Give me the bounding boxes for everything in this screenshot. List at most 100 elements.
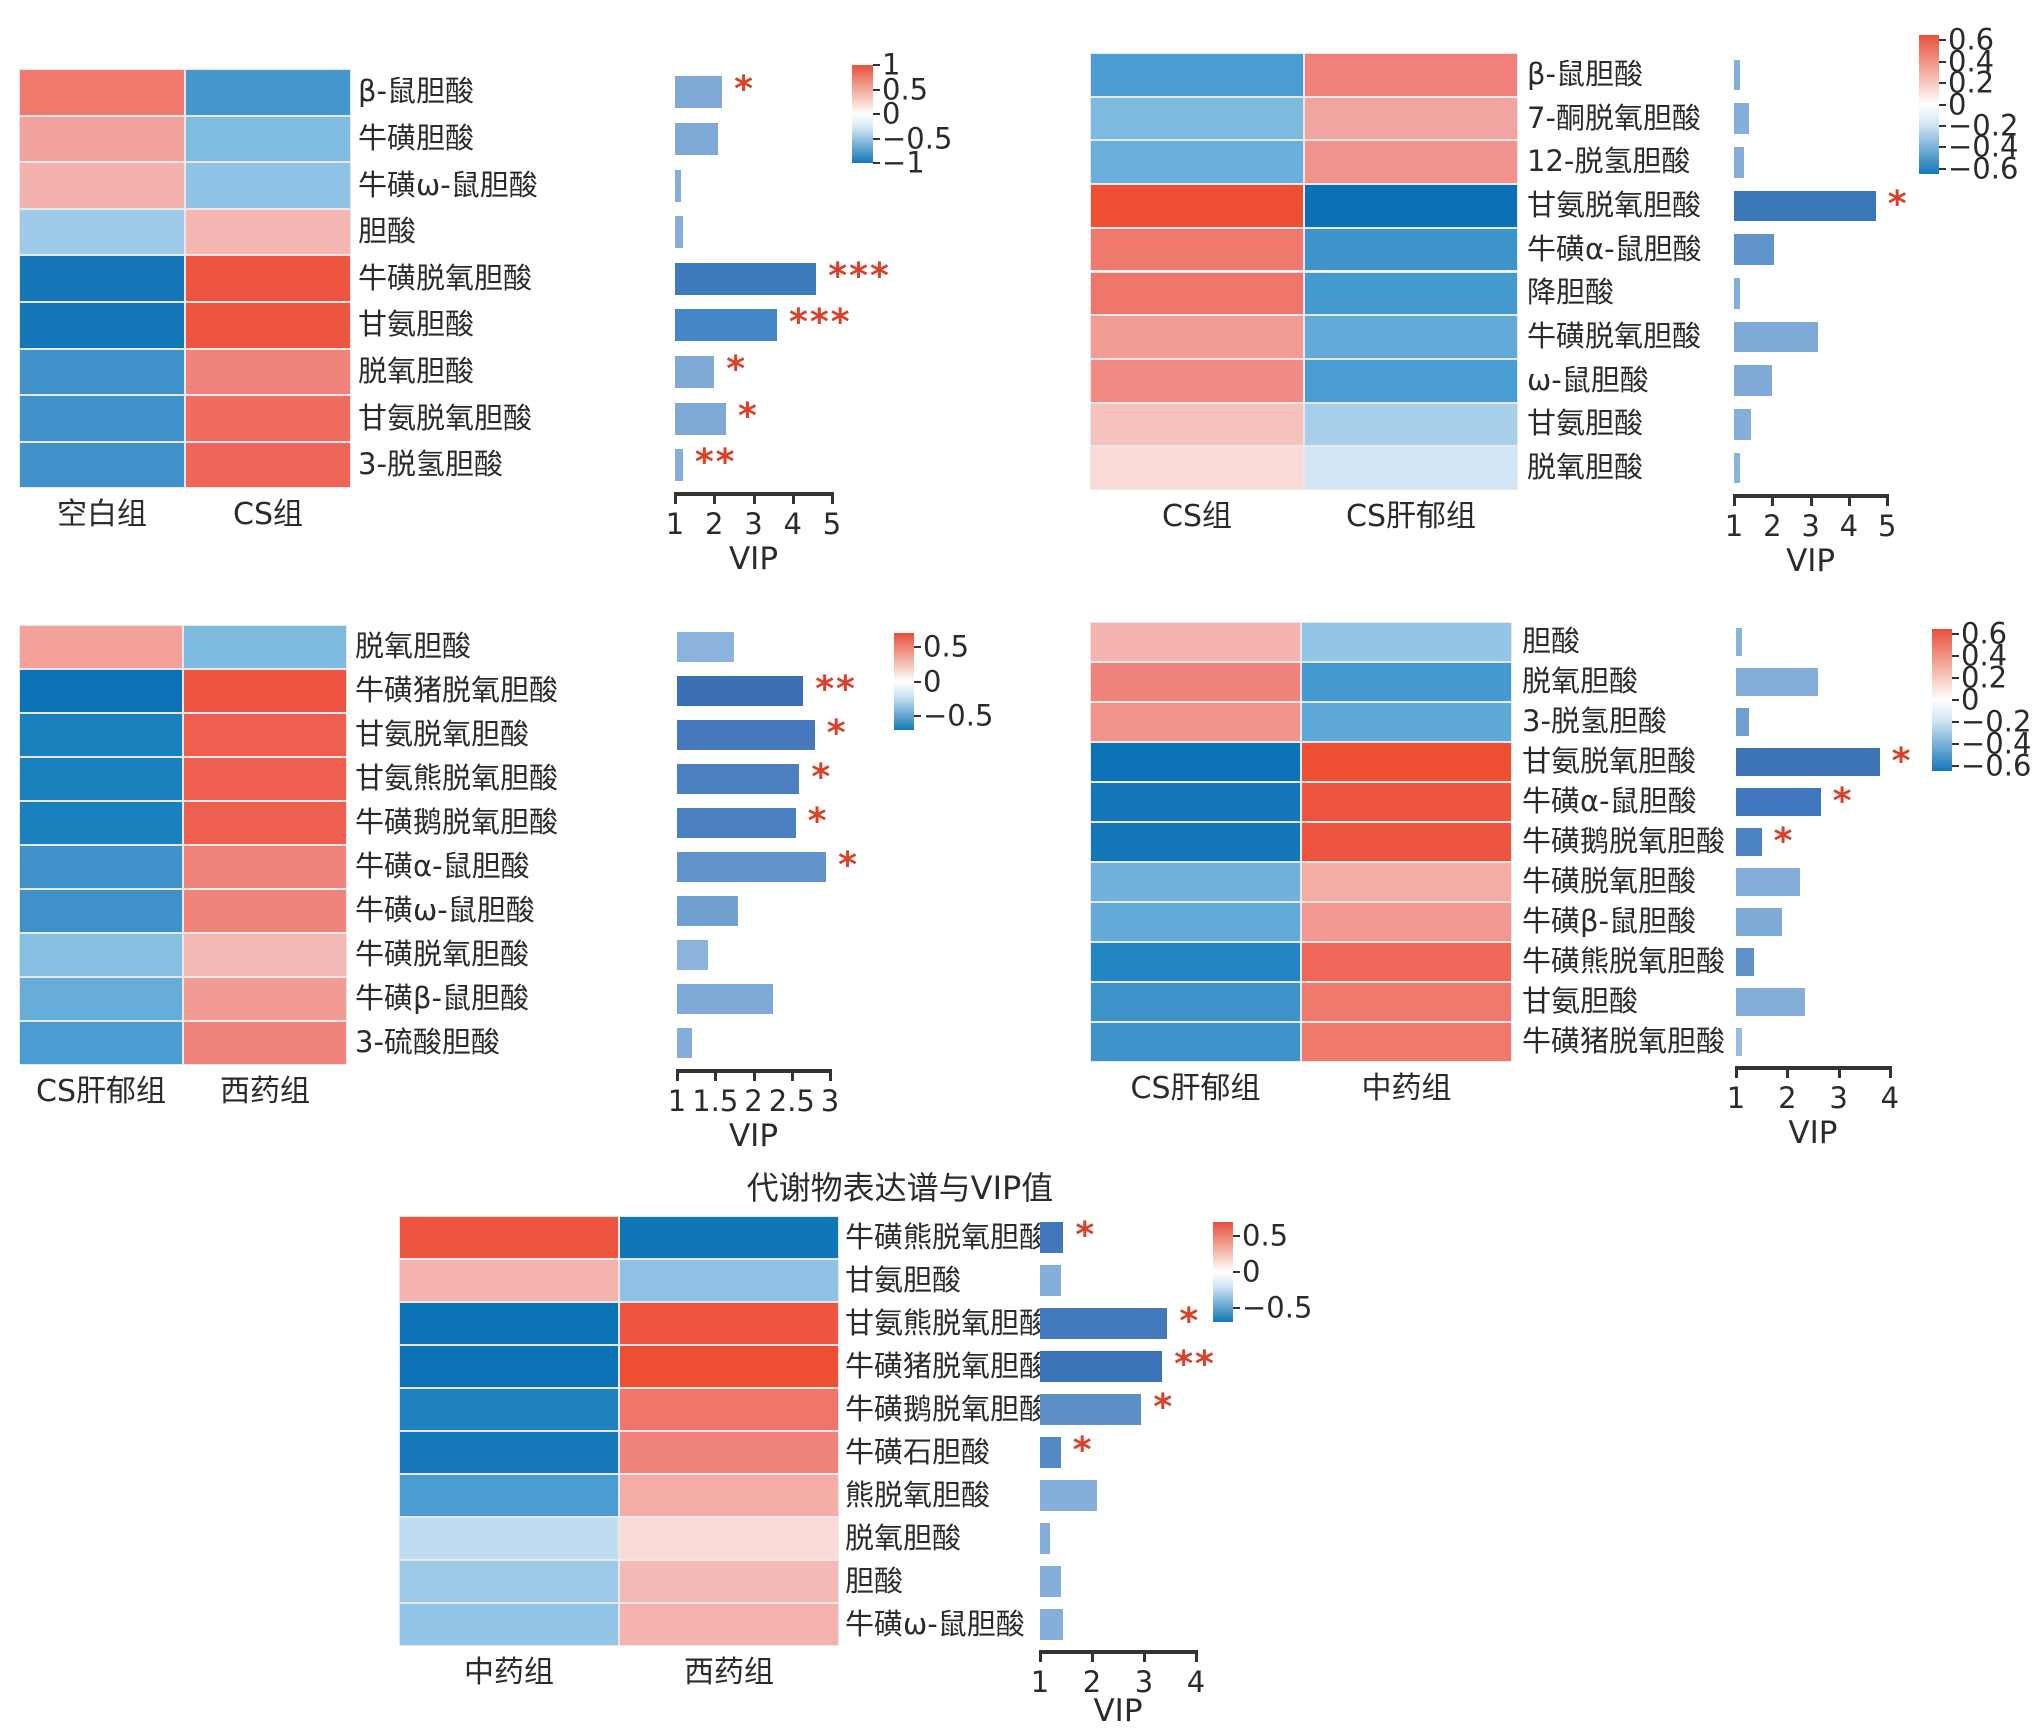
vip-axis-label: VIP [728, 541, 779, 578]
heatmap-cell [1301, 1022, 1512, 1062]
vip-axis-tick-label: 5 [822, 507, 842, 542]
significance-stars: * [1072, 1430, 1094, 1472]
heatmap-cell [399, 1216, 619, 1259]
significance-stars: * [838, 844, 859, 886]
heatmap-cell [619, 1603, 839, 1646]
heatmap-cell [19, 208, 185, 256]
colorbar-tick [873, 137, 880, 140]
colorbar-tick-label: −0.5 [882, 121, 953, 155]
vip-bar [1734, 146, 1744, 178]
vip-bar [1736, 708, 1749, 736]
heatmap-cell [183, 625, 347, 669]
significance-stars: * [738, 395, 759, 437]
metabolite-label: 牛磺脱氧胆酸 [1527, 319, 1702, 354]
metabolite-label: 甘氨脱氧胆酸 [1522, 744, 1697, 778]
vip-bar [1734, 452, 1740, 484]
vip-axis-tick-label: 1 [1724, 509, 1744, 543]
metabolite-label: 甘氨胆酸 [1522, 984, 1639, 1018]
colorbar-tick-label: 0.4 [1961, 638, 2008, 673]
heatmap-cell [399, 1431, 619, 1474]
group-label: CS组 [233, 497, 303, 533]
metabolite-label: 脱氧胆酸 [355, 629, 472, 663]
significance-stars: * [1887, 183, 1909, 225]
heatmap-cell [1090, 53, 1304, 97]
heatmap-cell [399, 1345, 619, 1388]
vip-bar [675, 122, 719, 155]
significance-stars: * [1153, 1387, 1175, 1429]
heatmap-cell [185, 348, 351, 396]
metabolite-label: 牛磺β-鼠胆酸 [355, 981, 529, 1015]
group-label: CS肝郁组 [36, 1074, 166, 1109]
heatmap-cell [1090, 271, 1304, 316]
significance-stars: ** [815, 668, 857, 710]
group-label: 空白组 [57, 497, 147, 533]
vip-bar [1040, 1394, 1142, 1425]
metabolite-label: 牛磺脱氧胆酸 [358, 260, 533, 295]
metabolite-label: 牛磺α-鼠胆酸 [355, 849, 530, 883]
vip-axis-tick-label: 4 [1839, 509, 1859, 543]
vip-axis-tick [1733, 494, 1736, 506]
heatmap-cell [399, 1560, 619, 1603]
heatmap-cell [185, 69, 351, 116]
heatmap-cell [619, 1388, 839, 1431]
colorbar-tick-label: −0.5 [923, 698, 994, 733]
group-label: 西药组 [684, 1655, 774, 1690]
heatmap-cell [19, 933, 183, 977]
vip-axis-tick-label: 2 [1082, 1665, 1102, 1699]
metabolite-label: 脱氧胆酸 [1527, 450, 1644, 485]
heatmap-cell [619, 1474, 839, 1517]
colorbar-tick-label: 0 [1948, 87, 1967, 121]
heatmap-cell [183, 977, 347, 1021]
significance-stars: *** [789, 302, 852, 344]
colorbar [1932, 629, 1952, 771]
heatmap-cell [183, 801, 347, 845]
colorbar-tick-label: −0.6 [1961, 748, 2032, 783]
metabolite-label: 甘氨脱氧胆酸 [358, 400, 533, 435]
colorbar-tick [1952, 764, 1959, 767]
group-label: 西药组 [220, 1074, 310, 1109]
colorbar-tick-label: −0.2 [1961, 704, 2032, 739]
colorbar-tick [1939, 103, 1946, 106]
vip-bar [1736, 1028, 1742, 1056]
colorbar-tick [1233, 1271, 1240, 1273]
significance-stars: * [1179, 1301, 1201, 1343]
metabolite-label: 牛磺脱氧胆酸 [1522, 864, 1697, 898]
vip-axis-tick-label: 1 [1030, 1665, 1050, 1699]
heatmap-cell [1304, 402, 1518, 447]
colorbar [1919, 35, 1939, 174]
vip-bar [1040, 1265, 1061, 1296]
vip-bar [1736, 748, 1880, 776]
heatmap-cell [1090, 782, 1301, 822]
metabolite-label: 牛磺熊脱氧胆酸 [1522, 944, 1726, 978]
colorbar-tick [1952, 677, 1959, 680]
metabolite-label: 甘氨熊脱氧胆酸 [845, 1305, 1049, 1340]
metabolite-label: 牛磺鹅脱氧胆酸 [355, 805, 559, 839]
group-label: CS组 [1162, 499, 1232, 534]
vip-axis-tick [1888, 1066, 1892, 1078]
colorbar [852, 65, 873, 163]
vip-axis-tick [713, 492, 717, 505]
vip-axis-tick [790, 1069, 794, 1081]
heatmap-cell [1301, 902, 1512, 942]
heatmap-cell [1301, 862, 1512, 902]
vip-bar [1734, 365, 1773, 397]
heatmap-cell [1304, 140, 1518, 185]
heatmap-cell [19, 713, 183, 757]
vip-bar [1734, 59, 1740, 91]
vip-bar [675, 402, 727, 435]
vip-bar [1040, 1437, 1061, 1468]
heatmap-cell [1304, 53, 1518, 97]
colorbar-tick [873, 88, 880, 91]
heatmap-cell [399, 1388, 619, 1431]
vip-axis-tick [1837, 1066, 1841, 1078]
vip-bar [677, 807, 796, 839]
vip-axis-tick [829, 1069, 832, 1081]
significance-stars: * [807, 800, 829, 842]
metabolite-label: 3-硫酸胆酸 [355, 1025, 500, 1059]
vip-axis-tick-label: 2.5 [768, 1084, 815, 1118]
group-label: 中药组 [1361, 1071, 1452, 1106]
vip-axis-label: VIP [1786, 543, 1836, 579]
metabolite-label: 胆酸 [1522, 624, 1581, 658]
colorbar-tick [1939, 60, 1946, 63]
vip-axis-tick-label: 1 [667, 1084, 687, 1118]
